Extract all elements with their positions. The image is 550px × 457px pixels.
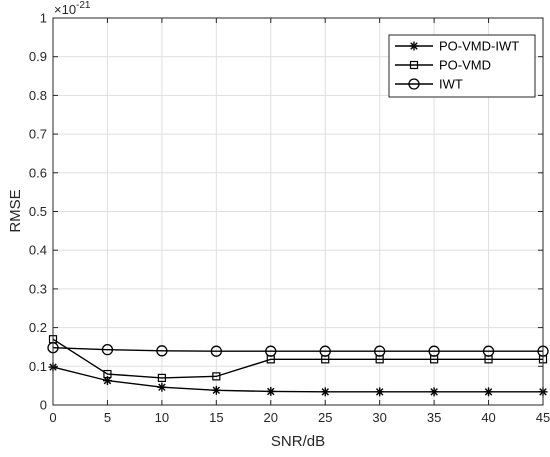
y-tick-label: 0 (40, 398, 47, 413)
legend-entry: IWT (395, 77, 463, 92)
x-tick-label: 20 (264, 410, 278, 425)
series-line (52, 347, 543, 352)
series-line (52, 366, 543, 393)
y-tick-label: 0.3 (29, 281, 47, 296)
series-line (52, 338, 543, 379)
data-point-circle (374, 345, 386, 357)
y-tick-label: 0.4 (29, 243, 47, 258)
data-point-circle (265, 345, 277, 357)
x-tick-label: 30 (372, 410, 386, 425)
data-point-circle (156, 345, 168, 357)
legend-label: PO-VMD (439, 58, 491, 73)
data-point-asterisk (157, 382, 167, 392)
data-point-asterisk (375, 387, 385, 397)
y-exponent-base: ×10 (54, 2, 76, 17)
y-tick-label: 0.5 (29, 204, 47, 219)
legend-marker-circle (408, 78, 420, 90)
y-tick-label: 0.1 (29, 359, 47, 374)
data-point-asterisk (484, 387, 494, 397)
data-point-circle (210, 345, 222, 357)
data-point-circle (428, 345, 440, 357)
y-tick-label: 0.8 (29, 88, 47, 103)
data-point-square (103, 369, 112, 379)
x-axis-label: SNR/dB (271, 433, 325, 450)
data-point-circle (101, 344, 114, 356)
y-tick-label: 1 (40, 11, 47, 26)
legend-label: PO-VMD-IWT (439, 39, 519, 54)
y-axis-label: RMSE (7, 189, 24, 232)
x-tick-label: 5 (104, 410, 111, 425)
series-layer (47, 335, 549, 397)
y-exponent-power: -21 (76, 0, 91, 11)
x-tick-label: 25 (318, 410, 332, 425)
series-0 (48, 362, 548, 397)
y-tick-label: 0.6 (29, 165, 47, 180)
x-tick-label: 35 (427, 410, 441, 425)
legend-marker-asterisk (409, 41, 419, 51)
x-tick-label: 45 (536, 410, 550, 425)
data-point-asterisk (266, 386, 276, 396)
data-point-square (157, 373, 166, 383)
x-tick-label: 40 (481, 410, 495, 425)
data-point-circle (482, 345, 495, 357)
x-tick-label: 0 (49, 410, 56, 425)
data-point-square (212, 372, 221, 381)
data-point-asterisk (429, 387, 439, 397)
legend-label: IWT (439, 77, 463, 92)
legend: PO-VMD-IWT PO-VMD IWT (388, 34, 536, 98)
axis-ticks: 0 5 10 15 20 25 30 35 40 45 0 0.1 0.2 0.3 0.4 0.5 0.6 0.7… (29, 11, 550, 426)
data-point-circle (319, 345, 331, 357)
legend-marker-square (409, 60, 419, 70)
data-point-asterisk (320, 387, 330, 397)
y-tick-label: 0.9 (29, 49, 47, 64)
y-tick-label: 0.7 (29, 127, 47, 142)
x-tick-label: 15 (209, 410, 223, 425)
data-point-asterisk (211, 385, 221, 395)
y-tick-label: 0.2 (29, 320, 47, 335)
legend-entry: PO-VMD-IWT (395, 39, 519, 54)
x-tick-label: 10 (155, 410, 169, 425)
legend-entry: PO-VMD (395, 58, 491, 73)
